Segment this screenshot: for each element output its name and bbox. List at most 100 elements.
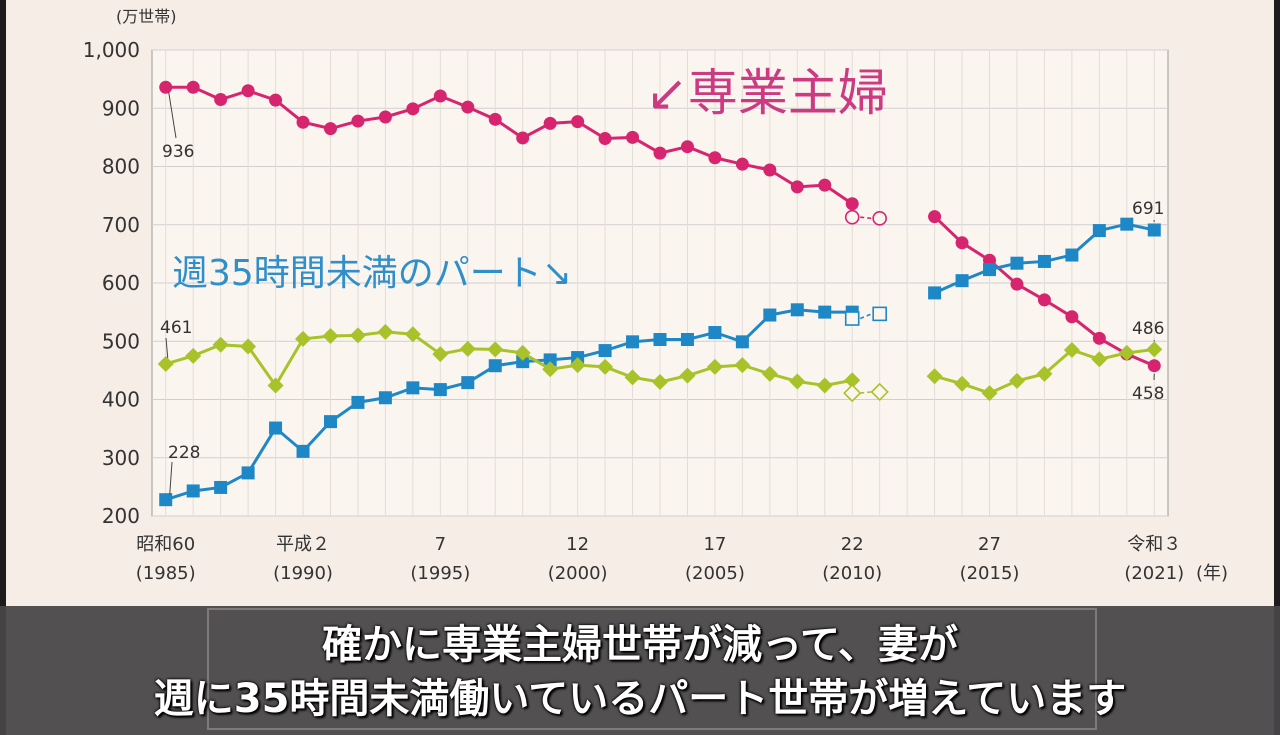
housewife-annotation: ↙専業主婦 [646, 64, 888, 122]
data-point-diamond [1118, 344, 1135, 361]
data-point-diamond [542, 361, 559, 378]
data-point-square [1092, 224, 1106, 238]
data-point-circle [708, 151, 722, 165]
x-tick-label: (2015) [960, 563, 1020, 584]
estimate-connector [860, 391, 872, 394]
data-point-circle [186, 80, 200, 94]
data-point-square [844, 311, 860, 326]
data-point-circle [928, 210, 942, 224]
data-label: 936 [162, 142, 194, 162]
data-point-diamond [212, 336, 229, 353]
data-point-circle [323, 122, 337, 136]
data-point-diamond [1008, 372, 1025, 389]
data-point-circle [433, 89, 447, 103]
data-point-circle [516, 131, 530, 145]
estimate-connector [859, 313, 872, 320]
data-point-diamond [706, 358, 723, 375]
data-point-circle [571, 115, 585, 129]
data-point-circle [626, 130, 640, 144]
series-other_dual [157, 323, 1163, 403]
x-axis-unit-label: (年) [1196, 563, 1228, 584]
data-point-square [1037, 254, 1051, 268]
data-point-square [928, 286, 942, 300]
data-point-circle [378, 110, 392, 124]
series-fulltime_housewife [159, 80, 1161, 373]
data-point-diamond [734, 357, 751, 374]
axes: 1,000 900 800 700 600 500 400 300 200 昭和60 (1985) 平… [83, 38, 1184, 584]
data-point-diamond [981, 385, 998, 402]
data-point-circle [598, 132, 612, 146]
data-label-leader [165, 337, 169, 359]
data-point-diamond [679, 367, 696, 384]
data-point-square [818, 305, 832, 319]
x-tick-label: (2010) [822, 563, 882, 584]
data-point-square [983, 263, 997, 277]
data-point-circle [543, 116, 557, 130]
estimate-connector [860, 216, 872, 220]
parttime-annotation: 週35時間未満のパート↘ [172, 253, 572, 294]
data-point-square [378, 391, 392, 405]
data-point-square [241, 466, 255, 480]
x-tick-label: (2005) [685, 563, 745, 584]
data-point-square [461, 376, 475, 390]
y-tick-label: 1,000 [83, 38, 140, 62]
data-point-diamond [569, 357, 586, 374]
x-tick-label: 22 [841, 534, 864, 555]
data-point-diamond [761, 365, 778, 382]
data-label-leader [169, 461, 173, 495]
x-tick-label: 昭和60 [136, 534, 195, 555]
data-point-diamond [926, 368, 943, 385]
data-point-diamond [157, 355, 174, 372]
data-point-diamond [295, 330, 312, 347]
data-point-square [269, 421, 283, 435]
data-label: 691 [1132, 199, 1164, 219]
data-point-square [214, 480, 228, 494]
x-tick-label: (1990) [273, 563, 333, 584]
data-point-circle [406, 102, 420, 116]
data-point-square [790, 303, 804, 317]
x-tick-label: (2000) [548, 563, 608, 584]
x-tick-label: 27 [978, 534, 1001, 555]
data-point-diamond [1091, 351, 1108, 368]
data-point-diamond [514, 344, 531, 361]
x-tick-label: (2021) [1124, 563, 1184, 584]
data-label: 228 [168, 443, 200, 463]
data-point-circle [1092, 331, 1106, 345]
x-tick-label: (1995) [410, 563, 470, 584]
data-point-square [955, 274, 969, 288]
data-point-diamond [843, 383, 862, 403]
y-tick-label: 900 [102, 96, 140, 120]
series-parttime_wife [159, 217, 1161, 507]
data-point-square [323, 415, 337, 429]
subtitle-line-2: 週に35時間未満働いているパート世帯が増えています [153, 676, 1127, 722]
data-point-diamond [652, 374, 668, 391]
data-point-circle [296, 115, 310, 129]
data-point-diamond [789, 373, 806, 390]
data-point-circle [1065, 310, 1079, 324]
data-point-diamond [322, 328, 339, 345]
data-point-diamond [624, 369, 641, 386]
data-point-diamond [597, 358, 614, 375]
data-point-square [543, 353, 557, 367]
data-labels: 936 228 461 691 486 458 [160, 92, 1164, 495]
data-point-square [735, 335, 749, 349]
data-point-circle [488, 112, 502, 126]
data-point-diamond [816, 377, 833, 394]
data-label: 458 [1132, 384, 1164, 404]
data-point-circle [159, 80, 173, 94]
data-point-circle [955, 236, 969, 250]
data-point-diamond [1036, 365, 1053, 382]
legend-box [207, 608, 1097, 730]
data-point-circle [241, 84, 255, 98]
y-axis-unit-label: (万世帯) [116, 7, 177, 26]
y-tick-label: 300 [102, 446, 140, 470]
x-tick-label: 17 [703, 534, 726, 555]
data-point-circle [214, 93, 228, 107]
data-point-square [1147, 223, 1161, 237]
y-tick-label: 800 [102, 155, 140, 179]
data-point-diamond [1146, 341, 1163, 358]
data-point-circle [818, 178, 832, 192]
data-point-circle [1037, 293, 1051, 307]
data-point-square [1120, 217, 1134, 231]
data-point-circle [872, 211, 887, 226]
